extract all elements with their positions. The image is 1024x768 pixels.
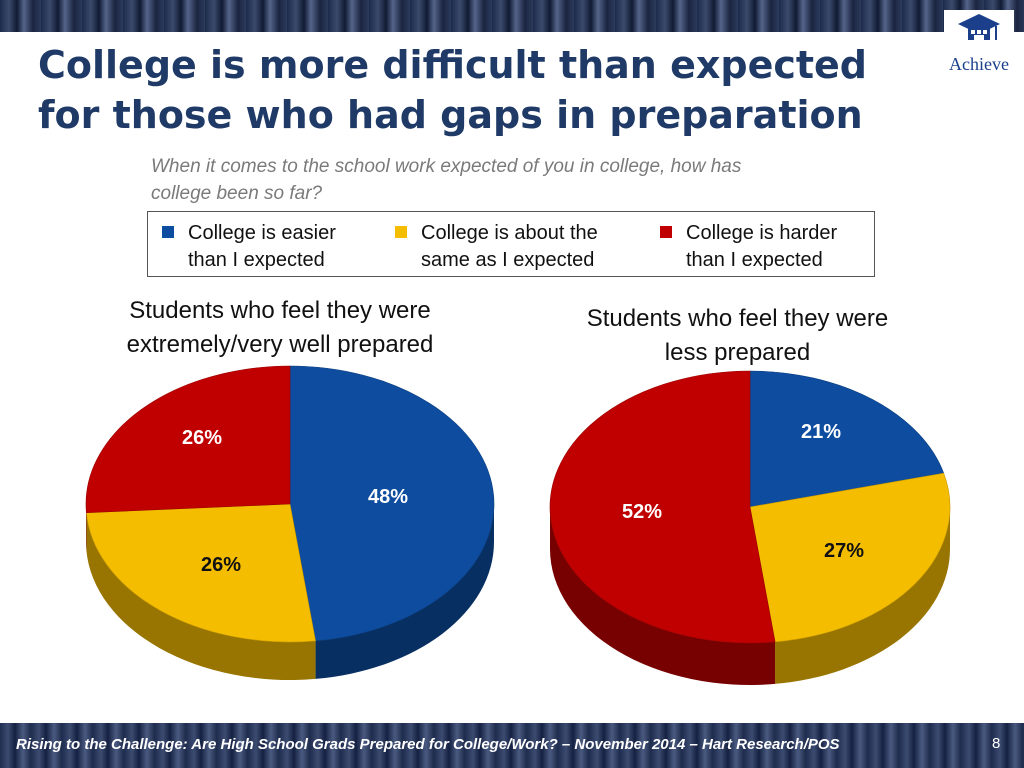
slide-title: College is more difficult than expected … [38, 40, 918, 140]
pie-1-slice-3 [85, 365, 291, 513]
pie-1-slice-side-2 [86, 512, 316, 680]
legend-label-easier-line-2: than I expected [188, 249, 325, 271]
pie-2-data-label-3: 52% [622, 501, 663, 523]
pie-1-slice-2 [86, 503, 316, 643]
chart-legend: College is easier than I expected Colleg… [147, 211, 875, 277]
pie-1-title-line-2: extremely/very well prepared [126, 331, 434, 358]
pie-chart-2 [549, 370, 951, 685]
page-number: 8 [992, 735, 1001, 752]
footer-source-text: Rising to the Challenge: Are High School… [16, 736, 840, 753]
legend-label-same-line-2: same as I expected [421, 249, 595, 271]
question-line-1: When it comes to the school work expecte… [151, 156, 742, 177]
legend-label-harder-line-2: than I expected [686, 249, 823, 271]
pie-2-title: Students who feel they were less prepare… [525, 302, 950, 370]
achieve-logo: Achieve [944, 10, 1014, 78]
pie-1-title-line-1: Students who feel they were [129, 297, 431, 324]
legend-label-easier-line-1: College is easier [188, 222, 336, 244]
pie-2-data-label-2: 27% [824, 540, 865, 562]
legend-label-same-line-1: College is about the [421, 222, 598, 244]
pie-2-slice-1 [749, 370, 945, 508]
mortarboard-icon [958, 14, 1000, 40]
survey-question: When it comes to the school work expecte… [151, 153, 891, 207]
pie-2-slice-side-3 [550, 507, 776, 685]
pie-1-slice-side-1 [315, 504, 494, 679]
pie-2-data-label-1: 21% [801, 421, 842, 443]
legend-swatch-easier [162, 226, 174, 238]
pie-2-title-line-2: less prepared [664, 339, 811, 366]
legend-label-harder-line-1: College is harder [686, 222, 838, 244]
pie-2-slice-3 [549, 370, 776, 644]
question-line-2: college been so far? [151, 183, 323, 204]
legend-swatch-same [395, 226, 407, 238]
title-line-2: for those who had gaps in preparation [38, 93, 863, 137]
legend-swatch-harder [660, 226, 672, 238]
pie-2-slice-side-2 [775, 507, 950, 684]
pie-1-data-label-2: 26% [201, 554, 242, 576]
pie-1-slice-1 [289, 365, 495, 642]
title-line-1: College is more difficult than expected [38, 43, 868, 87]
pie-1-data-label-1: 48% [368, 486, 409, 508]
header-banner [0, 0, 1024, 32]
pie-1-title: Students who feel they were extremely/ve… [60, 294, 500, 362]
footer-bar: Rising to the Challenge: Are High School… [0, 723, 1024, 768]
pie-1-data-label-3: 26% [182, 427, 223, 449]
pie-chart-1 [85, 365, 495, 680]
pie-2-slice-2 [749, 472, 951, 643]
logo-text: Achieve [949, 54, 1009, 74]
pie-2-title-line-1: Students who feel they were [586, 305, 889, 332]
